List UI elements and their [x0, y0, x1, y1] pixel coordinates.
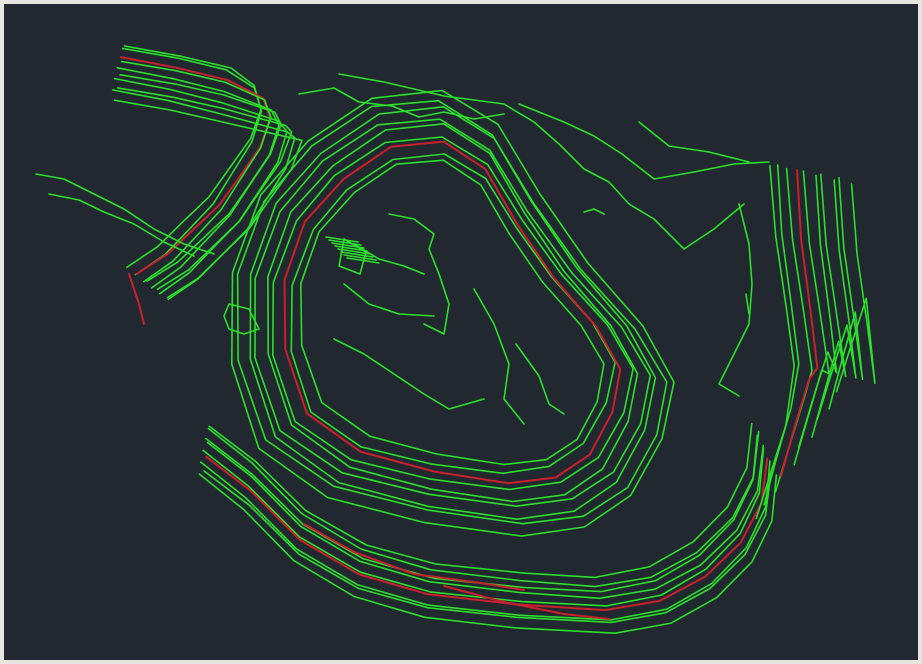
contour-line [120, 60, 272, 283]
southern-slope-contours [198, 422, 778, 635]
stair-outline [338, 238, 367, 275]
terrain-line [718, 203, 753, 397]
contour-map [35, 45, 876, 635]
contour-line [254, 118, 652, 508]
contour-line [236, 99, 668, 525]
structures [325, 236, 494, 287]
contour-line [755, 164, 796, 520]
contour-line [202, 446, 765, 607]
contour-line [208, 422, 753, 579]
contour-line [116, 87, 293, 295]
stair-tread [340, 251, 374, 258]
terrain-line [473, 288, 525, 425]
terrain-line [35, 173, 215, 255]
stair-tread [325, 236, 359, 243]
contour-line [299, 159, 605, 466]
contour-line [122, 47, 263, 276]
terrain-line [515, 343, 565, 415]
contour-line [203, 470, 773, 624]
contour-line [797, 174, 838, 448]
terrain-line [223, 303, 260, 335]
stair-tread [343, 254, 377, 261]
contour-line [231, 89, 675, 537]
contour-line [113, 99, 303, 301]
contour-line [816, 179, 857, 420]
contour-line [200, 460, 771, 621]
drawing-viewport[interactable] [4, 4, 918, 660]
terrain-line [638, 121, 750, 163]
contour-line [206, 441, 765, 600]
scattered-terrain-lines [35, 73, 770, 620]
terrain-line [583, 208, 605, 215]
index-contour-line [119, 56, 272, 275]
index-contour-line [780, 169, 819, 477]
terrain-line [745, 293, 750, 315]
contour-line [198, 473, 778, 635]
contour-line [763, 164, 800, 506]
contour-line [123, 45, 262, 269]
terrain-line [343, 283, 435, 317]
contour-line [113, 77, 288, 291]
index-contour-line [205, 455, 769, 612]
contour-line [119, 74, 282, 289]
northwest-finger-contours [111, 45, 303, 301]
central-hill-contours [231, 89, 675, 537]
terrain-line [298, 87, 505, 120]
eastern-slope-contours [755, 164, 876, 520]
contour-line [207, 427, 760, 588]
contour-line [811, 173, 847, 439]
terrain-line [518, 103, 770, 180]
index-contour-line [128, 273, 145, 325]
contour-line [835, 183, 876, 393]
structure-north [455, 243, 494, 287]
contour-line [828, 177, 864, 410]
terrain-line [338, 73, 745, 250]
contour-line [267, 123, 639, 503]
terrain-line [333, 338, 485, 410]
contour-line [271, 136, 634, 491]
stair-hatch [325, 236, 380, 275]
index-contour-line [303, 523, 525, 591]
terrain-line [48, 193, 195, 257]
stair-tread [328, 239, 362, 246]
terrain-line [388, 213, 450, 335]
contour-line [290, 153, 616, 475]
index-contour-line [443, 585, 610, 620]
stair-tread [337, 248, 371, 255]
contour-line [205, 434, 759, 593]
index-contour-line [283, 140, 622, 485]
